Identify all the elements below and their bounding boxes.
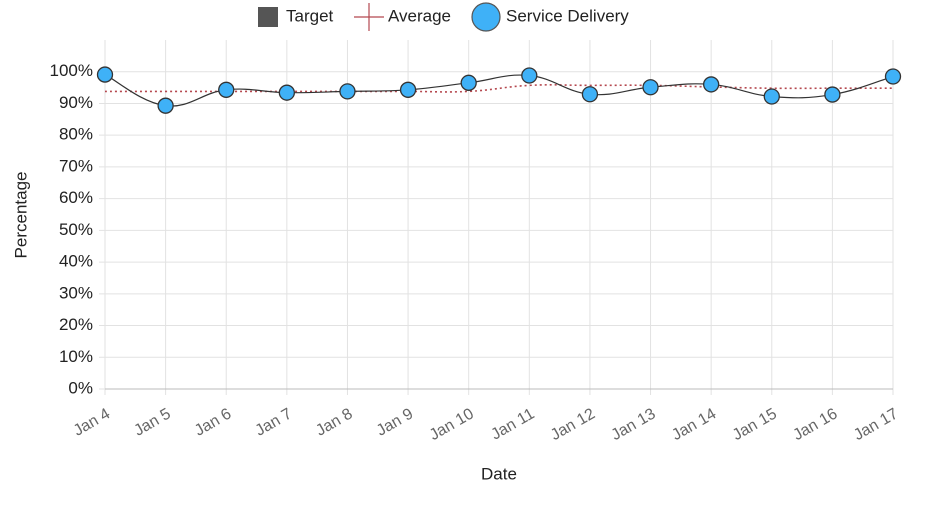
point xyxy=(96,66,114,83)
x-tick-label: Jan 16 xyxy=(790,405,840,444)
legend-swatch xyxy=(471,2,501,32)
x-tick-label: Jan 13 xyxy=(609,405,659,444)
x-tick-label: Jan 4 xyxy=(71,405,113,439)
x-tick-label: Jan 17 xyxy=(851,405,901,444)
point xyxy=(884,68,902,85)
y-tick-label: 70% xyxy=(59,156,93,175)
y-axis-title: Percentage xyxy=(11,172,30,259)
y-tick-label: 80% xyxy=(59,125,93,144)
point xyxy=(642,79,659,96)
x-tick-label: Jan 9 xyxy=(374,405,416,439)
x-tick-label: Jan 6 xyxy=(192,405,234,439)
point xyxy=(763,88,780,105)
x-tick-label: Jan 7 xyxy=(253,405,295,439)
y-tick-label: 40% xyxy=(59,252,93,271)
legend-label: Target xyxy=(286,6,334,25)
x-tick-label: Jan 14 xyxy=(669,405,719,444)
point xyxy=(703,76,720,93)
x-tick-label: Jan 15 xyxy=(730,405,780,444)
legend-label: Average xyxy=(388,6,451,25)
x-tick-label: Jan 12 xyxy=(548,405,598,444)
legend-label: Service Delivery xyxy=(506,6,629,25)
point xyxy=(581,86,599,103)
y-tick-label: 50% xyxy=(59,220,93,239)
point xyxy=(339,83,356,100)
point xyxy=(157,97,174,114)
y-tick-label: 0% xyxy=(68,378,93,397)
point xyxy=(824,86,841,103)
x-tick-label: Jan 8 xyxy=(313,405,355,439)
y-tick-label: 30% xyxy=(59,283,93,302)
point xyxy=(278,84,295,101)
x-axis-title: Date xyxy=(481,464,517,483)
point xyxy=(521,67,538,84)
x-tick-label: Jan 11 xyxy=(488,405,537,443)
point xyxy=(399,81,417,98)
point xyxy=(218,81,235,98)
x-tick-label: Jan 5 xyxy=(131,405,173,439)
y-tick-label: 20% xyxy=(59,315,93,334)
y-tick-label: 90% xyxy=(59,93,93,112)
x-tick-label: Jan 10 xyxy=(427,405,477,444)
y-tick-label: 10% xyxy=(59,347,93,366)
y-tick-label: 100% xyxy=(50,61,93,80)
point xyxy=(460,74,477,91)
y-tick-label: 60% xyxy=(59,188,93,207)
legend-swatch xyxy=(258,7,278,27)
